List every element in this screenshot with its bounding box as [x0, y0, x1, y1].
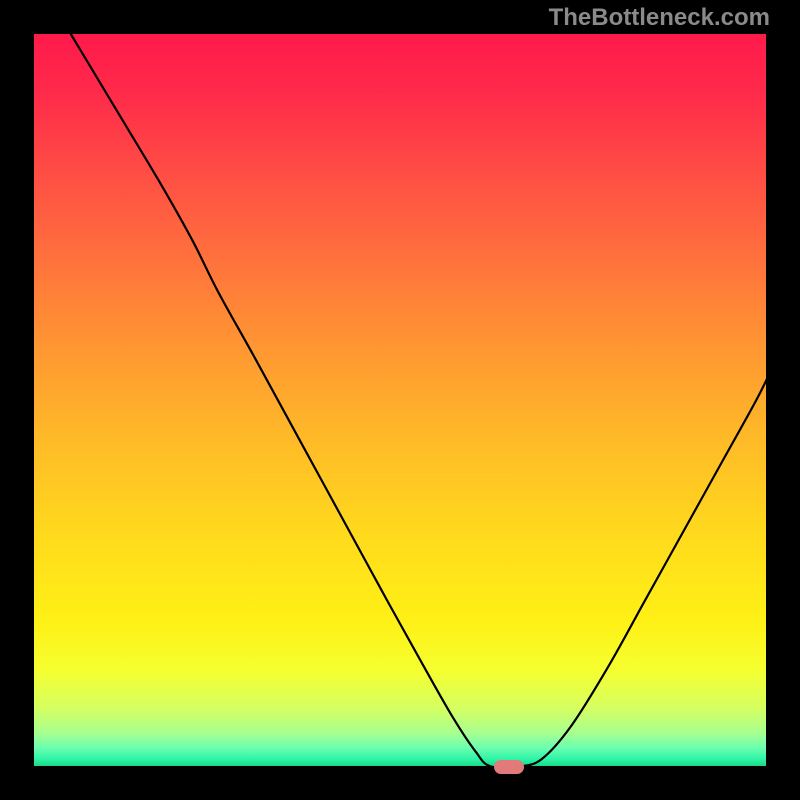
optimal-marker [494, 760, 524, 774]
bottleneck-curve [34, 34, 770, 770]
plot-area [32, 32, 768, 768]
watermark-text: TheBottleneck.com [549, 4, 770, 32]
